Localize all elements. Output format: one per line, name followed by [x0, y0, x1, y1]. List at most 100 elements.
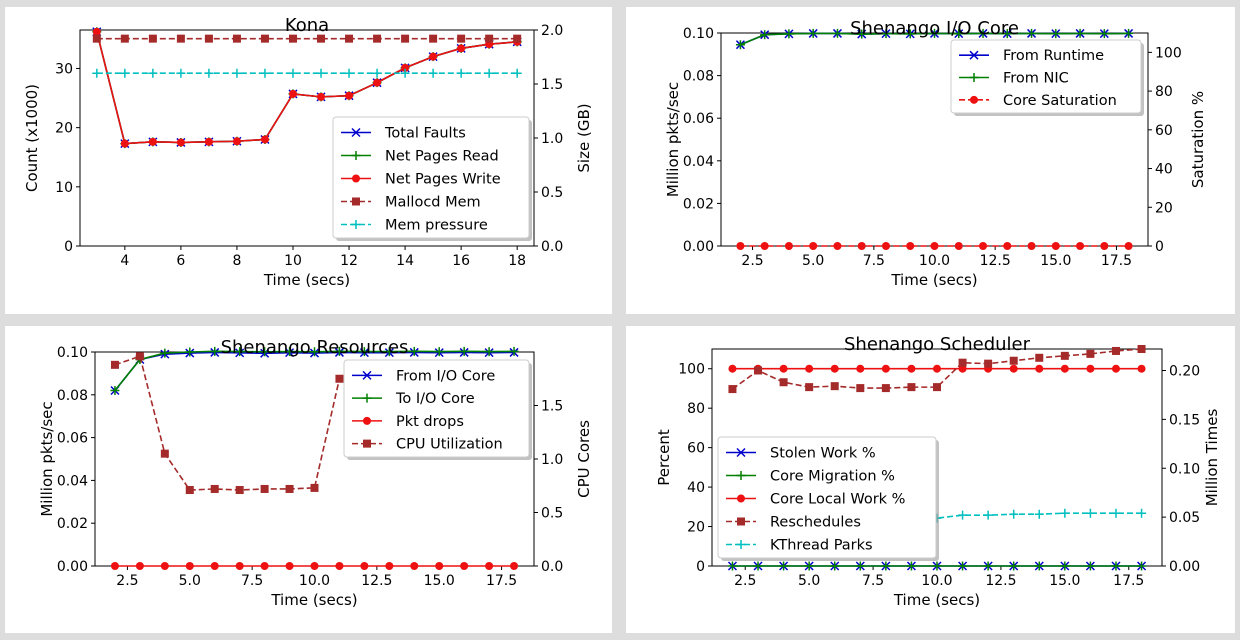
data-point [160, 449, 169, 458]
data-point [345, 91, 354, 100]
chart-panel-scheduler: 2.5 5.0 7.5 10.0 12.5 15.0 17.5 0 20 40 60 80 100 0.0… [626, 326, 1235, 633]
data-point [428, 68, 438, 78]
y2-tick-label: 0.05 [1169, 510, 1200, 526]
legend-item-mem-pressure: Mem pressure [341, 218, 488, 234]
legend-label: Reschedules [770, 515, 861, 531]
x-tick-label: 18 [508, 253, 526, 269]
data-point [310, 347, 319, 357]
data-point [1085, 508, 1095, 518]
data-point [1086, 364, 1095, 373]
x-tick-label: 7.5 [241, 573, 263, 589]
legend-marker [736, 540, 746, 549]
data-point [285, 562, 294, 570]
data-point [856, 364, 865, 373]
data-point [232, 137, 241, 146]
legend-label: Stolen Work % [770, 446, 876, 462]
data-point [830, 364, 839, 373]
chart-shenango-scheduler: 2.5 5.0 7.5 10.0 12.5 15.0 17.5 0 20 40 60 80 100 0.0… [655, 334, 1221, 609]
x-tick-label: 10.0 [299, 573, 330, 589]
data-point [1111, 346, 1120, 355]
data-point [360, 562, 369, 570]
data-point [984, 359, 993, 368]
x-tick-label: 17.5 [486, 573, 517, 589]
data-point [485, 34, 494, 43]
y2-axis-label: Saturation % [1189, 91, 1207, 188]
series-core-local-work [728, 364, 1146, 373]
data-point [285, 484, 294, 493]
data-point [110, 386, 120, 396]
data-point [930, 28, 939, 38]
data-point [204, 34, 213, 43]
y-tick-label: 20 [55, 121, 73, 137]
data-point [160, 348, 170, 358]
series-layer [92, 27, 522, 149]
legend-box [343, 359, 530, 458]
series-layer [727, 345, 1147, 571]
data-point [1060, 364, 1069, 373]
data-point [409, 346, 419, 356]
data-point [457, 34, 466, 43]
data-point [1009, 561, 1019, 571]
y-tick-label: 0 [696, 559, 705, 575]
y-tick-label: 0.10 [57, 345, 88, 361]
legend-label: From I/O Core [396, 368, 495, 384]
x-tick-label: 12.5 [361, 573, 392, 589]
data-point [1111, 364, 1120, 373]
y2-axis-label: Million Times [1203, 409, 1221, 507]
data-point [736, 242, 745, 250]
data-point [110, 360, 119, 369]
data-point [1137, 508, 1147, 518]
data-point [881, 561, 891, 571]
legend-label: To I/O Core [395, 391, 475, 407]
data-point [235, 562, 244, 570]
data-point [958, 510, 968, 520]
data-point [210, 562, 219, 570]
data-point [958, 364, 967, 373]
y-axis-label: Million pkts/sec [38, 401, 56, 516]
legend-item-core-migration: Core Migration % [726, 469, 895, 485]
y-axis-label: Count (x1000) [23, 84, 41, 192]
legend-item-pkt-drops: Pkt drops [352, 414, 464, 430]
data-point [881, 364, 890, 373]
data-point [185, 486, 194, 495]
data-point [373, 78, 382, 87]
data-point [1076, 242, 1085, 250]
legend-item-cpu-utilization: CPU Utilization [352, 437, 503, 453]
legend: Total Faults Net Pages Read Net Pages Writ… [332, 116, 532, 241]
chart-kona: 4 6 8 10 12 14 16 18 0 10 20 30 0.0 0.5 1.0 1.5 2.0 Time … [23, 15, 593, 289]
x-tick-label: 12.5 [980, 253, 1011, 269]
data-point [1034, 561, 1044, 571]
data-point [316, 68, 326, 78]
data-point [384, 347, 394, 357]
data-point [933, 383, 941, 392]
data-point [760, 30, 770, 40]
data-point [906, 242, 915, 250]
data-point [310, 562, 319, 570]
y-tick-label: 80 [687, 401, 705, 417]
y-axis-label: Million pkts/sec [664, 82, 682, 197]
y2-tick-label: 0.5 [541, 185, 563, 201]
data-point [907, 364, 916, 373]
data-point [429, 34, 438, 43]
chart-panel-io-core: 2.5 5.0 7.5 10.0 12.5 15.0 17.5 0.00 0.02 0.04 0.0… [626, 7, 1235, 314]
data-point [1137, 364, 1146, 373]
data-point [1060, 351, 1069, 360]
data-point [260, 484, 269, 493]
data-point [1137, 345, 1146, 353]
x-tick-label: 12 [340, 253, 358, 269]
legend-marker [352, 174, 360, 183]
legend: From I/O Core To I/O Core Pkt drops CPU Uti… [343, 359, 532, 460]
legend-marker [970, 95, 978, 104]
data-point [933, 364, 941, 373]
data-point [808, 28, 818, 38]
y-tick-label: 0.06 [57, 431, 88, 447]
x-tick-label: 6 [176, 253, 185, 269]
x-tick-label: 7.5 [863, 253, 885, 269]
data-point [285, 347, 295, 357]
x-tick-label: 10.0 [921, 573, 952, 589]
data-point [176, 34, 185, 43]
chart-title: Shenango I/O Core [850, 18, 1019, 39]
data-point [1124, 28, 1134, 38]
data-point [160, 562, 169, 570]
series-mem-pressure [92, 68, 522, 78]
